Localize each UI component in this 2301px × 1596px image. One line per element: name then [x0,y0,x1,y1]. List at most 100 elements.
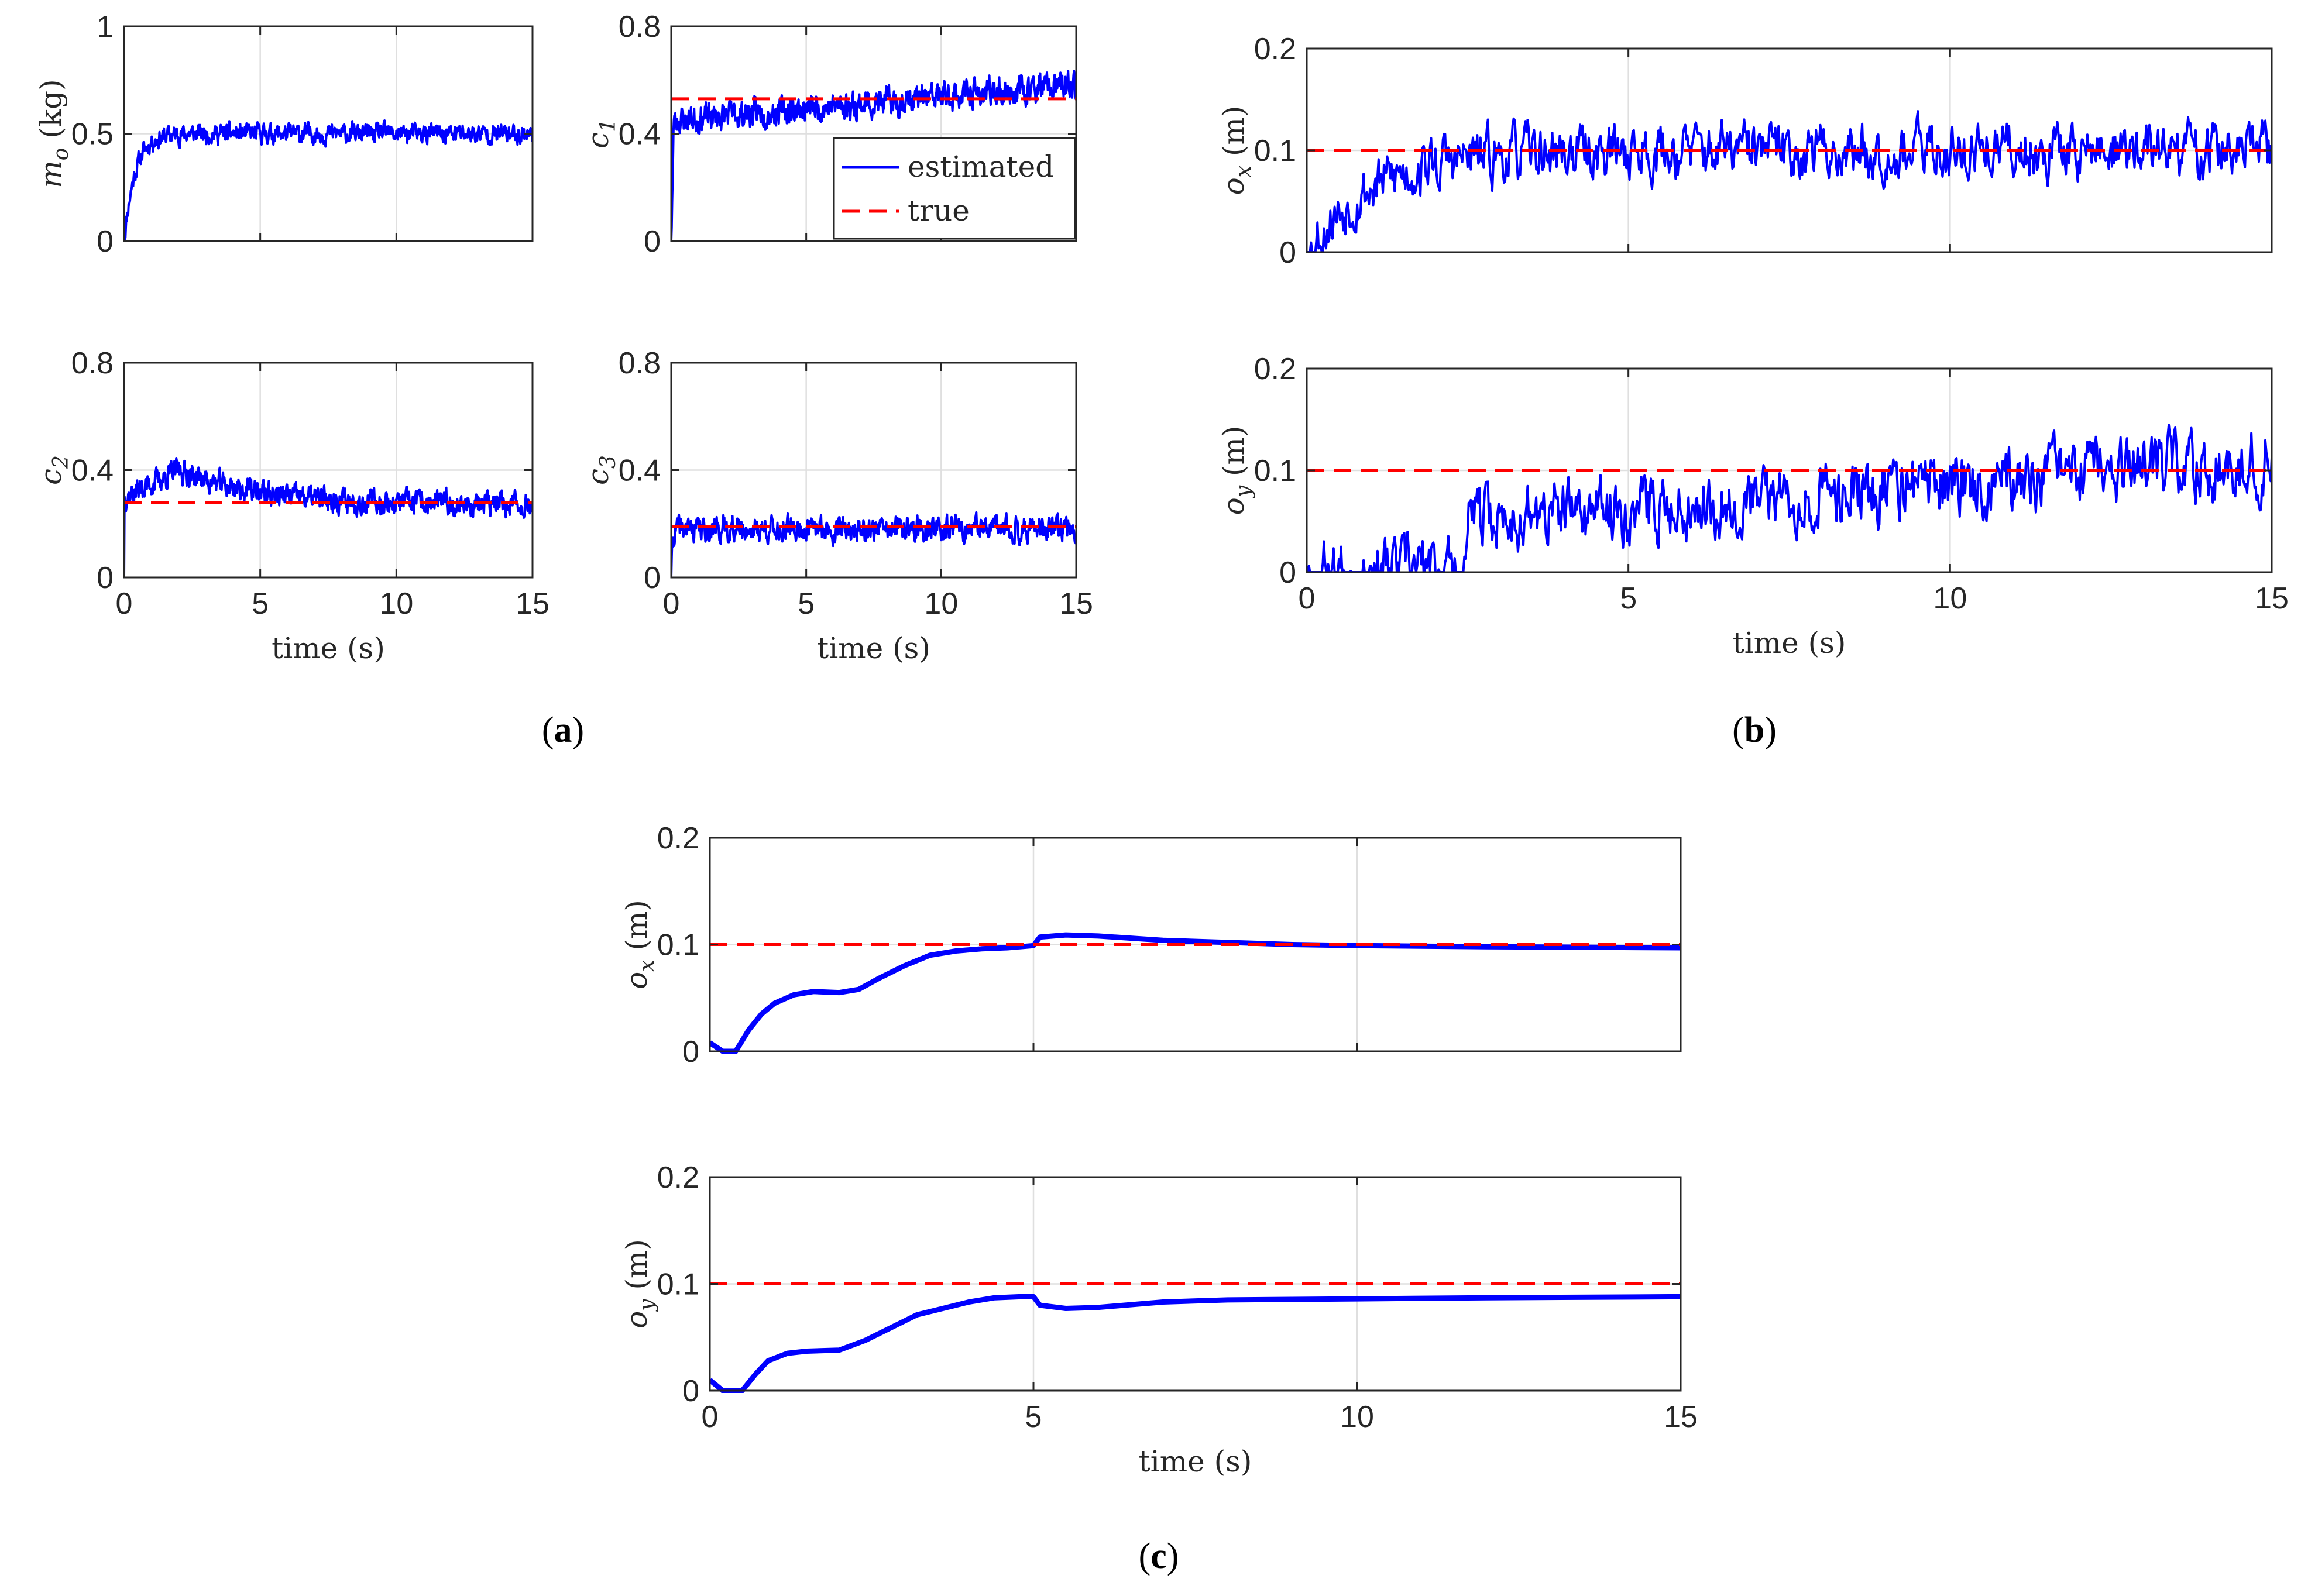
y-tick-label: 0 [97,561,114,595]
x-tick-label: 5 [1620,582,1637,615]
panel-a-mo: 0 0.5 1 mo (kg) [34,10,534,259]
legend-true-label: true [908,194,970,228]
x-tick-label: 10 [924,587,958,621]
y-tick-label: 0.1 [657,928,699,962]
series-group [710,932,1681,1054]
y-axis-label: c1 [581,119,620,149]
y-label-symbol: c [34,469,68,485]
y-tick-label: 0 [1279,236,1296,270]
y-label-symbol: c [581,469,615,485]
x-axis-label: time (s) [272,631,385,665]
x-tick-label: 15 [516,587,550,621]
y-label-symbol: o [620,972,654,989]
y-label-symbol: o [1217,497,1251,515]
estimated-line [671,70,1076,242]
legend-estimated-label: estimated [908,150,1054,184]
y-tick-label: 0.1 [657,1268,699,1302]
y-label-subscript: x [1232,166,1256,177]
y-label-subscript: 1 [596,119,620,132]
estimated-line [1307,110,2272,253]
y-label-symbol: m [34,160,68,188]
series-group [1307,110,2272,253]
estimated-line [124,119,533,242]
series-group [671,70,1076,242]
y-label-unit: (m) [1217,426,1251,486]
x-tick-label: 15 [1059,587,1093,621]
y-axis-label: c3 [581,455,620,485]
y-axis-label: c2 [34,455,73,485]
y-tick-label: 0 [644,561,661,595]
y-label-subscript: o [49,148,73,161]
y-tick-label: 0.2 [657,821,699,855]
y-tick-label: 0.4 [71,454,114,488]
panel-c-ox: 0 0.1 0.2 ox (m) [620,821,1682,1069]
panel-a-c1: 0 0.4 0.8 c1 estimated true [581,10,1077,259]
estimated-line [710,1294,1681,1393]
y-label-subscript: 3 [596,455,620,469]
caption-c: (c) [1139,1536,1179,1576]
series-group [124,457,533,578]
x-tick-label: 10 [379,587,413,621]
series-group [671,511,1076,578]
x-axis-label: time (s) [1733,626,1846,660]
y-tick-label: 0.8 [619,346,661,380]
x-tick-label: 0 [663,587,680,621]
legend: estimated true [833,137,1076,240]
x-tick-label: 10 [1933,582,1967,615]
x-tick-label: 0 [1299,582,1316,615]
y-axis-label: ox (m) [620,900,659,989]
y-tick-label: 0.5 [71,118,114,152]
panel-b-oy: 0 0.1 0.2 0 5 10 15 time (s) oy (m) [1217,352,2289,660]
y-tick-label: 0 [97,225,114,259]
x-tick-label: 5 [798,587,815,621]
estimated-line [1307,424,2272,573]
x-axis-label: time (s) [817,631,930,665]
y-axis-label: ox (m) [1217,106,1256,195]
y-tick-label: 0.4 [619,118,661,152]
y-label-subscript: y [635,1299,659,1312]
x-tick-label: 15 [2255,582,2289,615]
y-label-subscript: y [1232,485,1256,498]
y-label-unit: (kg) [34,79,68,147]
caption-b: (b) [1732,710,1777,750]
x-tick-label: 10 [1340,1400,1374,1434]
y-label-unit: (m) [1217,106,1251,166]
panel-c-oy: 0 0.1 0.2 0 5 10 15 time (s) oy (m) [620,1161,1698,1478]
y-tick-label: 1 [97,10,114,44]
y-label-unit: (m) [620,900,654,959]
y-tick-label: 0.8 [71,346,114,380]
y-tick-label: 0 [682,1035,699,1069]
y-tick-label: 0.1 [1254,134,1296,168]
x-tick-label: 5 [1025,1400,1042,1434]
y-label-subscript: x [635,959,659,971]
y-tick-label: 0.1 [1254,454,1296,488]
y-axis-label: oy (m) [620,1239,659,1329]
y-axis-label: mo (kg) [34,79,73,188]
estimated-line [124,457,533,578]
x-tick-label: 0 [702,1400,719,1434]
estimated-line [710,932,1681,1054]
series-group [1307,424,2272,573]
y-tick-label: 0.8 [619,10,661,44]
y-tick-label: 0.2 [1254,352,1296,386]
y-label-unit: (m) [620,1239,654,1299]
series-group [124,119,533,242]
series-group [710,1282,1681,1393]
y-axis-label: oy (m) [1217,426,1256,515]
caption-a: (a) [542,710,584,750]
y-label-subscript: 2 [49,455,73,469]
x-tick-label: 15 [1664,1400,1698,1434]
y-label-symbol: o [1217,177,1251,195]
panel-a-c2: 0 0.4 0.8 0 5 10 15 time (s) c2 [34,346,550,665]
panel-b-ox: 0 0.1 0.2 ox (m) [1217,32,2273,270]
x-axis-label: time (s) [1139,1444,1252,1478]
x-tick-label: 0 [116,587,133,621]
y-label-symbol: c [581,132,615,149]
y-tick-label: 0 [644,225,661,259]
y-label-symbol: o [620,1311,654,1329]
legend-box [833,137,1076,240]
y-tick-label: 0.2 [657,1161,699,1195]
y-tick-label: 0.4 [619,454,661,488]
